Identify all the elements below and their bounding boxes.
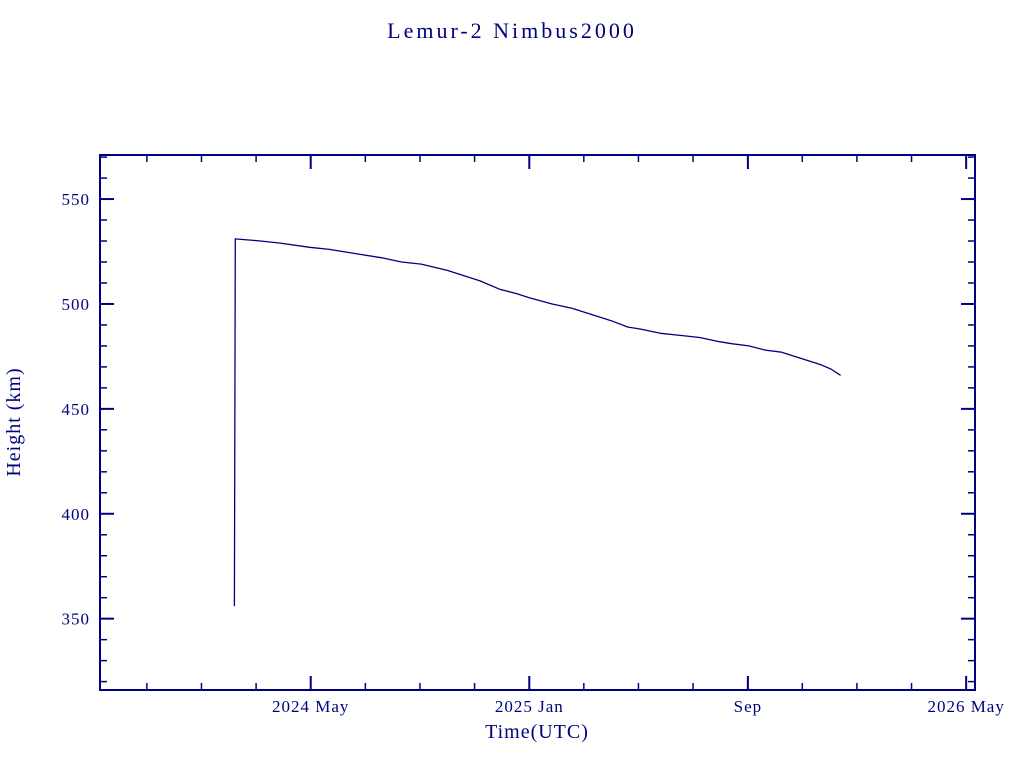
x-tick-label: 2024 May <box>272 697 349 716</box>
x-tick-label: 2026 May <box>927 697 1004 716</box>
y-tick-label: 350 <box>62 610 91 629</box>
height-series-line <box>233 238 841 607</box>
x-tick-label: Sep <box>734 697 763 716</box>
plot-frame <box>99 154 976 691</box>
x-tick-label: 2025 Jan <box>495 697 564 716</box>
y-tick-label: 400 <box>62 505 91 524</box>
y-axis-label: Height (km) <box>3 367 25 476</box>
x-axis-label: Time(UTC) <box>485 721 589 743</box>
chart-title: Lemur-2 Nimbus2000 <box>387 18 637 43</box>
y-tick-label: 450 <box>62 400 91 419</box>
y-tick-label: 550 <box>62 190 91 209</box>
y-tick-label: 500 <box>62 295 91 314</box>
plot-axes-and-series: 2024 May 2025 Jan Sep 2026 May 350 400 450 500 5… <box>62 154 1004 716</box>
